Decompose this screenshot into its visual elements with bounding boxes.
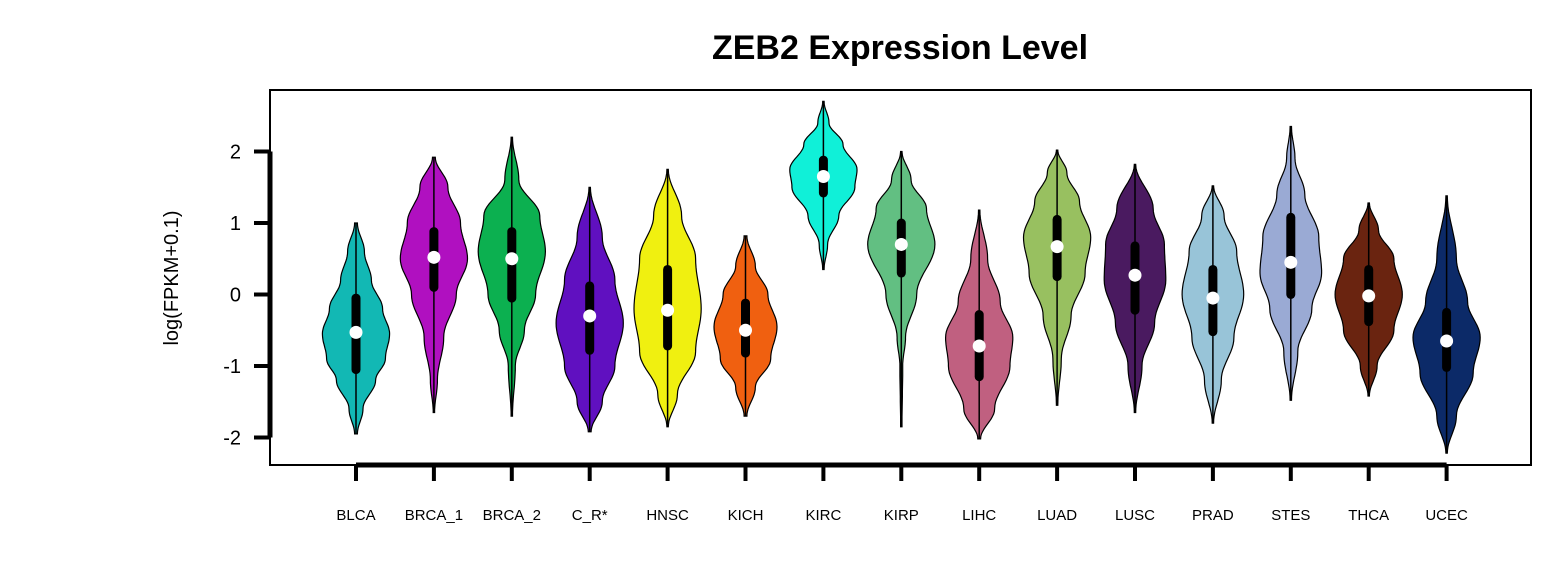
x-tick-label: BRCA_2: [483, 507, 541, 524]
violin-median-point: [583, 309, 597, 323]
x-tick-label: HNSC: [646, 507, 689, 524]
x-tick-label: BLCA: [336, 507, 375, 524]
violin-kich: [713, 235, 778, 417]
violin-stes: [1259, 125, 1323, 401]
y-tick-label: 1: [230, 213, 241, 235]
violin-median-point: [816, 170, 830, 184]
violin-median-point: [1284, 255, 1298, 269]
violin-median-point: [1362, 289, 1376, 303]
violin-hnsc: [633, 168, 702, 428]
violin-brca-1: [399, 156, 469, 414]
y-tick-label: 2: [230, 142, 241, 164]
x-tick-label: KICH: [728, 507, 764, 524]
violin-thca: [1334, 202, 1403, 397]
violins: [321, 100, 1481, 454]
violin-prad: [1181, 185, 1245, 424]
violin-median-point: [661, 303, 675, 317]
y-tick-label: 0: [230, 285, 241, 307]
x-tick-label: KIRP: [884, 507, 919, 524]
x-tick-label: C_R*: [572, 507, 608, 524]
violin-median-point: [972, 339, 986, 353]
x-tick-label: LUSC: [1115, 507, 1155, 524]
violin-median-point: [505, 252, 519, 266]
violin-blca: [321, 222, 391, 435]
violin-median-point: [1050, 240, 1064, 254]
x-tick-label: LUAD: [1037, 507, 1077, 524]
violin-median-point: [1206, 291, 1220, 305]
violin-lusc: [1103, 163, 1167, 414]
violin-median-point: [349, 325, 363, 339]
x-tick-label: THCA: [1348, 507, 1389, 524]
x-axis: BLCA BRCA_1 BRCA_2 C_R* HNSC KICH KIRC KIRP LIHC…: [336, 462, 1468, 524]
violin-median-point: [739, 323, 752, 337]
y-tick-label: -1: [223, 356, 241, 378]
x-tick-label: BRCA_1: [405, 507, 463, 524]
x-tick-label: STES: [1271, 507, 1310, 524]
y-axis: -2 -1 0 1 2: [223, 142, 273, 450]
violin-brca-2: [477, 136, 547, 417]
violin-kirc: [789, 100, 858, 271]
violin-median-point: [1440, 334, 1454, 348]
violin-kirp: [867, 150, 936, 428]
x-tick-label: KIRC: [805, 507, 841, 524]
violin-c-r-: [555, 186, 624, 433]
y-axis-label: log(FPKM+0.1): [161, 210, 183, 345]
violin-ucec: [1412, 195, 1481, 454]
x-tick-label: LIHC: [962, 507, 996, 524]
violin-median-point: [427, 250, 441, 264]
violin-lihc: [945, 209, 1014, 440]
y-tick-label: -2: [223, 428, 241, 450]
x-tick-label: PRAD: [1192, 507, 1234, 524]
violin-median-point: [894, 237, 908, 251]
violin-luad: [1022, 149, 1092, 406]
x-tick-label: UCEC: [1425, 507, 1468, 524]
chart-title: ZEB2 Expression Level: [712, 29, 1088, 67]
violin-median-point: [1128, 268, 1142, 282]
